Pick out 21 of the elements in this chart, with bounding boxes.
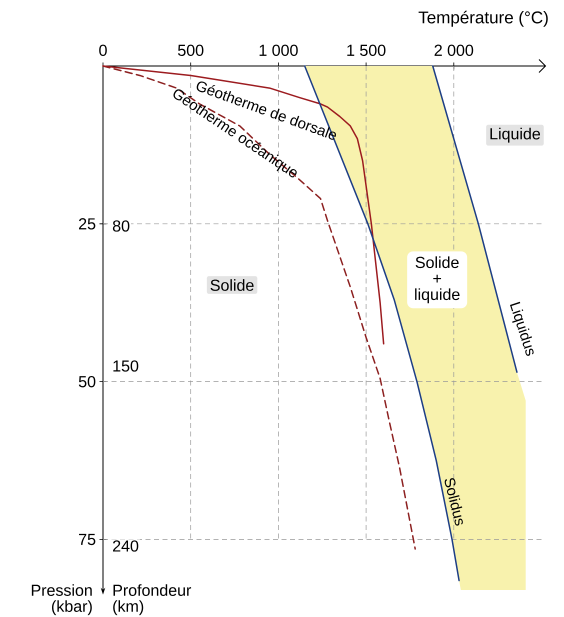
x-tick-label: 1 500 — [347, 44, 386, 56]
line-series — [102, 65, 416, 550]
y-tick-label: 75 — [79, 534, 96, 546]
text: Liquidus — [510, 302, 534, 356]
x-tick-label: 2 000 — [434, 44, 474, 56]
y-tick-label: 50 — [78, 376, 96, 388]
annotation: Liquide — [490, 128, 540, 143]
x-tick-label: 1 000 — [260, 44, 298, 56]
x-axis-title: Température (°C) — [418, 10, 548, 27]
text: Solidus — [444, 478, 463, 526]
x-tick-label: 500 — [178, 44, 204, 56]
y2-tick-label: 150 — [113, 360, 138, 372]
y-axis-title: Pression (kbar) — [32, 584, 92, 616]
x-tick-label: 0 — [99, 44, 107, 56]
line-series — [102, 65, 384, 345]
annotation: Profondeur (km) — [113, 584, 192, 616]
y2-tick-label: 80 — [112, 220, 130, 232]
y2-tick-label: 240 — [113, 540, 138, 552]
annotation: Solide — [210, 279, 254, 291]
y-tick-label: 25 — [78, 218, 96, 230]
annotation: Solide + liquide — [415, 256, 460, 304]
